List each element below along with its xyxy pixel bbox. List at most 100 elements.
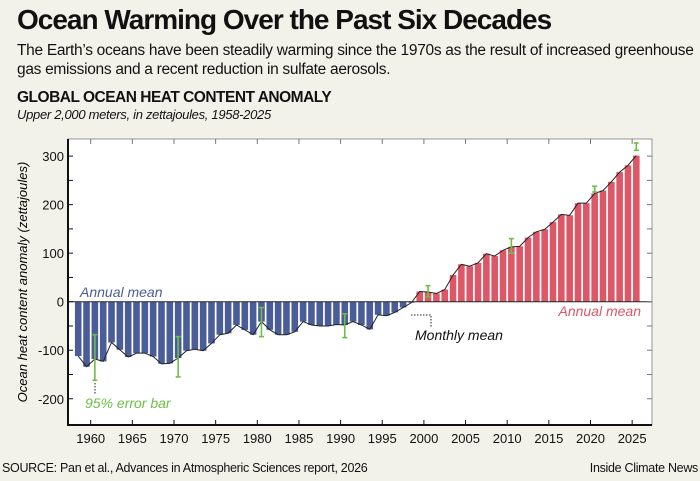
error-bar-2020 (592, 185, 598, 193)
bar-1999 (416, 291, 424, 302)
x-tick-label: 2025 (618, 431, 647, 446)
x-tick-label: 1970 (160, 431, 189, 446)
bar-1981 (266, 301, 274, 330)
bar-1972 (191, 301, 199, 350)
x-tick-label: 1960 (76, 431, 105, 446)
bar-1997 (399, 301, 407, 308)
bar-2014 (541, 229, 548, 302)
monthly-mean-leader (411, 314, 432, 327)
y-tick-label: 200 (42, 198, 64, 213)
chart-title: GLOBAL OCEAN HEAT CONTENT ANOMALY (17, 89, 332, 106)
bar-2025 (633, 155, 640, 302)
bar-1993 (366, 301, 374, 330)
bar-1968 (158, 301, 165, 364)
bar-2004 (458, 264, 465, 302)
bar-1967 (149, 301, 157, 357)
bar-1994 (374, 301, 382, 315)
x-tick-label: 2010 (493, 431, 522, 446)
error-bar-label: 95% error bar (85, 395, 172, 411)
bar-1961 (99, 301, 107, 362)
bar-1966 (141, 301, 149, 354)
x-tick-label: 1980 (243, 431, 272, 446)
error-bar-1960 (92, 333, 98, 382)
x-tick-label: 2000 (409, 431, 438, 446)
bar-1985 (299, 301, 307, 322)
error-bar-2010 (508, 237, 514, 254)
bar-1983 (283, 301, 290, 335)
error-bar-1980 (258, 306, 264, 338)
bar-1977 (233, 301, 240, 325)
bar-1974 (208, 301, 215, 344)
error-bar-1990 (342, 313, 348, 339)
annual-mean-positive-label: Annual mean (557, 303, 641, 319)
bar-1963 (116, 301, 124, 350)
bar-2010 (508, 246, 515, 302)
credit: Inside Climate News (589, 461, 699, 475)
bar-2018 (574, 203, 582, 302)
bar-1970 (174, 301, 182, 358)
y-tick-label: -100 (38, 343, 64, 358)
bar-2024 (624, 165, 632, 302)
x-tick-label: 1995 (368, 431, 397, 446)
y-tick-label: -200 (38, 392, 64, 407)
bar-1958 (74, 301, 82, 357)
error-bar-1970 (175, 335, 181, 378)
bar-1976 (224, 301, 232, 334)
bar-1987 (316, 301, 324, 326)
bar-2002 (441, 289, 449, 302)
bar-2020 (591, 193, 598, 302)
page-title: Ocean Warming Over the Past Six Decades (17, 4, 552, 35)
x-tick-label: 2005 (451, 431, 480, 446)
y-tick-label: 100 (42, 246, 64, 261)
bar-1965 (133, 301, 140, 354)
x-tick-label: 2015 (534, 431, 563, 446)
bar-1960 (91, 301, 99, 359)
y-tick-label: 0 (57, 295, 64, 310)
bar-1969 (166, 301, 174, 364)
x-tick-label: 1985 (284, 431, 313, 446)
bar-1975 (216, 301, 224, 335)
x-tick-label: 1990 (326, 431, 355, 446)
bar-2016 (558, 214, 565, 302)
bar-2007 (483, 253, 490, 302)
bar-1964 (124, 301, 132, 358)
bar-1971 (183, 301, 190, 351)
bar-2006 (474, 262, 482, 302)
bar-1979 (249, 301, 257, 335)
bar-1982 (274, 301, 282, 335)
bar-1991 (349, 301, 357, 322)
x-tick-label: 2020 (576, 431, 605, 446)
annual-mean-negative-label: Annual mean (79, 284, 163, 300)
bar-1996 (391, 301, 399, 313)
y-axis-label: Ocean heat content anomaly (zettajoules) (15, 162, 30, 403)
bar-2021 (599, 190, 607, 302)
bar-2009 (499, 250, 507, 302)
bar-2013 (533, 231, 540, 302)
bar-2011 (516, 246, 523, 302)
bar-1962 (108, 301, 115, 343)
bar-1989 (333, 301, 340, 325)
bar-2012 (524, 237, 532, 302)
chart-subtitle: Upper 2,000 meters, in zettajoules, 1958… (17, 107, 271, 122)
page-subtitle: The Earth’s oceans have been steadily wa… (17, 42, 694, 78)
bars (74, 155, 640, 367)
bar-2008 (491, 256, 499, 302)
y-tick-label: 300 (42, 149, 64, 164)
bar-2003 (449, 275, 457, 302)
bar-1959 (83, 301, 90, 367)
bar-2017 (566, 215, 573, 302)
bar-2005 (466, 266, 474, 302)
bar-1973 (199, 301, 207, 351)
bar-1988 (324, 301, 332, 326)
bar-1995 (383, 301, 390, 316)
x-tick-label: 1965 (118, 431, 147, 446)
bar-2023 (616, 172, 623, 302)
axes: -200 -100 0 100 200 300 1960 1965 1970 1975 1980 19… (38, 138, 653, 446)
bar-1978 (241, 301, 249, 330)
bar-2022 (608, 181, 615, 302)
bar-2001 (433, 293, 440, 302)
error-bar-2025 (633, 142, 639, 152)
bar-1986 (308, 301, 315, 325)
